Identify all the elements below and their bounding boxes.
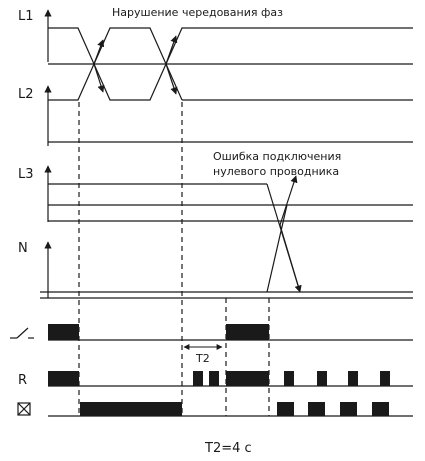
r-pulse bbox=[348, 371, 358, 386]
n-rising-edge bbox=[266, 204, 288, 293]
l1-waveform bbox=[48, 27, 413, 101]
timing-markers bbox=[78, 102, 270, 416]
l3-label: L3 bbox=[18, 167, 34, 182]
fault-pulse bbox=[80, 402, 182, 416]
l1-second-signal bbox=[48, 27, 183, 101]
switch-row bbox=[48, 324, 413, 341]
phase-swap-arrows bbox=[93, 35, 178, 95]
r-pulse bbox=[48, 371, 79, 386]
caption: T2=4 c bbox=[204, 441, 252, 456]
n-trace bbox=[40, 183, 413, 299]
neutral-fault-arrows bbox=[279, 175, 302, 293]
fault-pulse bbox=[308, 402, 325, 416]
l1-trace bbox=[44, 9, 413, 101]
l2-label: L2 bbox=[18, 87, 34, 102]
crossed-lamp-icon bbox=[17, 402, 31, 416]
neutral-fault-text-1: Ошибка подключения bbox=[213, 150, 341, 163]
n-label: N bbox=[18, 241, 28, 256]
r-pulse bbox=[226, 371, 269, 386]
l3-trace bbox=[44, 165, 413, 222]
neutral-fault-text-2: нулевого проводника bbox=[213, 165, 339, 178]
fault-pulse bbox=[372, 402, 389, 416]
r-row bbox=[48, 371, 413, 387]
switch-pulse-2 bbox=[226, 324, 269, 340]
r-pulse bbox=[380, 371, 390, 386]
r-label: R bbox=[18, 373, 27, 388]
r-pulse bbox=[193, 371, 203, 386]
r-pulse bbox=[209, 371, 219, 386]
switch-symbol-icon bbox=[10, 327, 34, 339]
r-pulse bbox=[317, 371, 327, 386]
fault-lamp-row bbox=[48, 402, 413, 417]
t2-label: T2 bbox=[195, 352, 210, 365]
phase-sequence-fault-text: Нарушение чередования фаз bbox=[112, 6, 283, 19]
switch-pulse-1 bbox=[48, 324, 79, 340]
l2-trace bbox=[44, 85, 413, 146]
fault-pulse bbox=[340, 402, 357, 416]
fault-pulse bbox=[277, 402, 294, 416]
l1-label: L1 bbox=[18, 9, 34, 24]
r-pulse bbox=[284, 371, 294, 386]
